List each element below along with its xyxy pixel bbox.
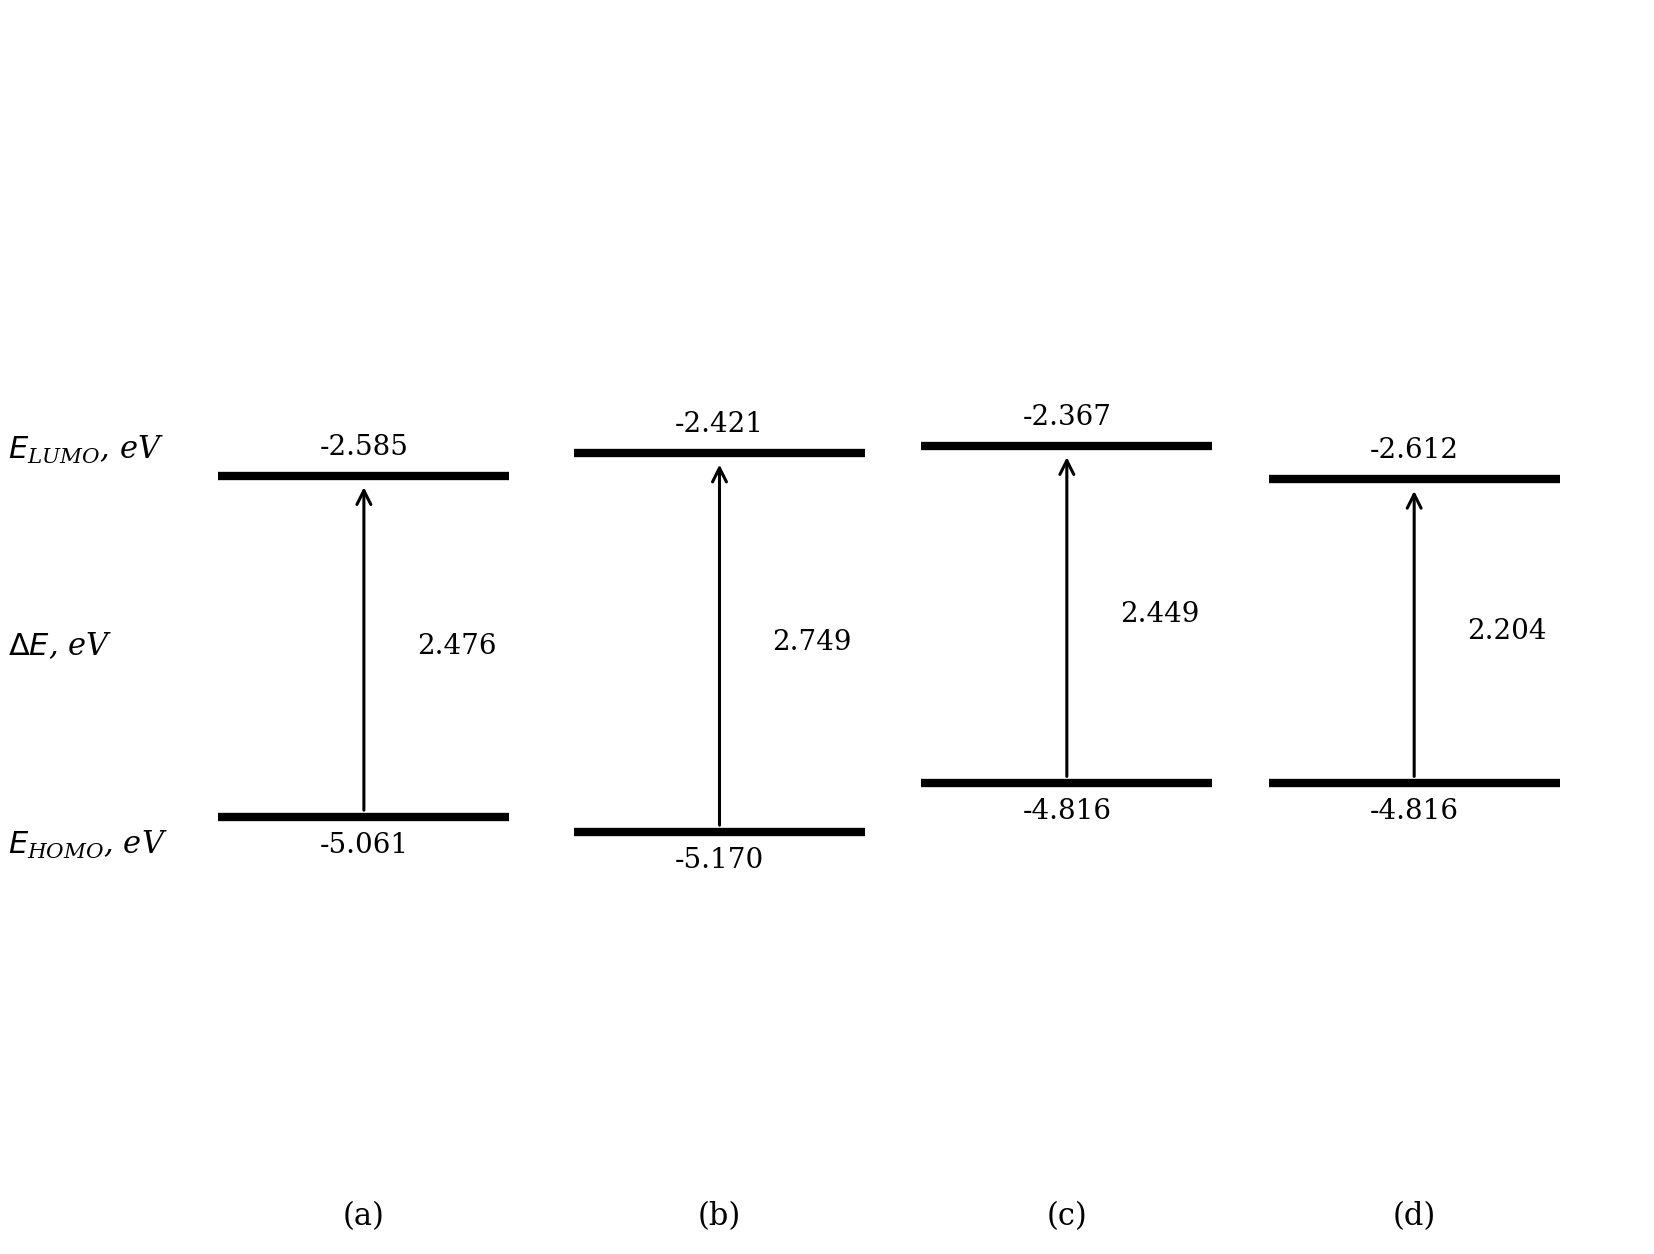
Text: (c): (c) — [1047, 1201, 1087, 1231]
Text: -4.816: -4.816 — [1370, 798, 1459, 825]
Text: -4.816: -4.816 — [1022, 798, 1111, 825]
Text: -5.170: -5.170 — [675, 846, 764, 874]
Text: 2.204: 2.204 — [1467, 618, 1546, 645]
Text: 2.749: 2.749 — [772, 628, 852, 656]
Text: $E_\mathregular{HOMO}$, eV: $E_\mathregular{HOMO}$, eV — [8, 829, 169, 861]
Text: (a): (a) — [342, 1201, 385, 1231]
Text: -2.585: -2.585 — [319, 434, 409, 460]
Text: -2.421: -2.421 — [675, 411, 764, 438]
Text: $E_\mathregular{LUMO}$, eV: $E_\mathregular{LUMO}$, eV — [8, 434, 164, 465]
Text: -5.061: -5.061 — [319, 831, 409, 859]
Text: -2.612: -2.612 — [1370, 438, 1459, 464]
Text: -2.367: -2.367 — [1022, 404, 1111, 430]
Text: 2.476: 2.476 — [417, 633, 496, 660]
Text: 2.449: 2.449 — [1120, 601, 1199, 628]
Text: (b): (b) — [698, 1201, 741, 1231]
Text: $\Delta E$, eV: $\Delta E$, eV — [8, 631, 112, 662]
Text: (d): (d) — [1393, 1201, 1436, 1231]
